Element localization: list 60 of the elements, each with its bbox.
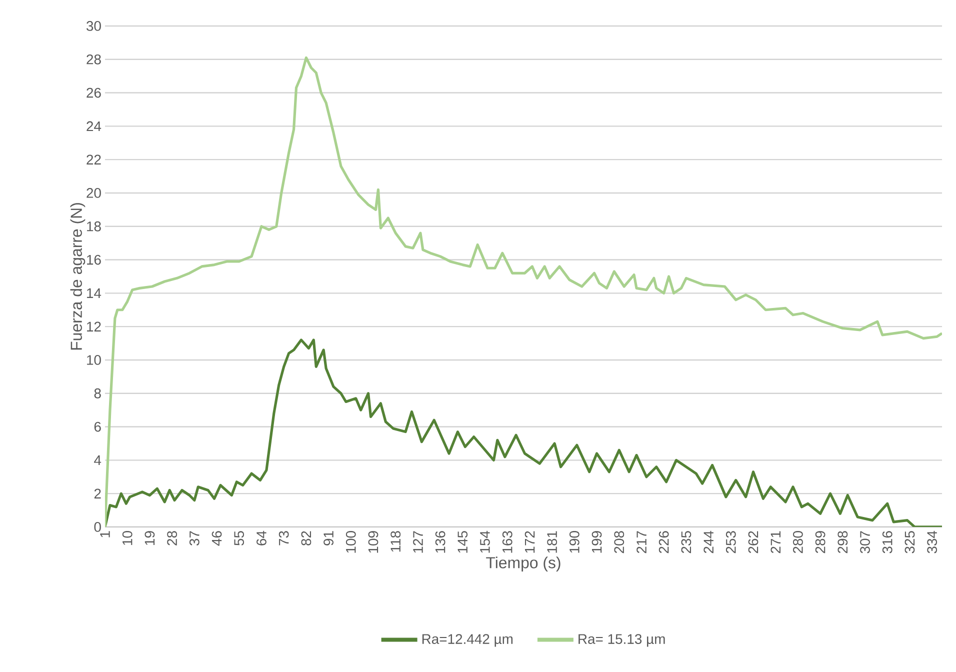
- x-tick-label: 307: [860, 531, 870, 554]
- x-tick-label: 289: [815, 531, 826, 554]
- x-tick-label: 235: [681, 531, 692, 554]
- x-tick-label: 28: [167, 531, 178, 546]
- line-series: [105, 56, 942, 527]
- x-tick-label: 154: [480, 530, 490, 553]
- line-series: [105, 338, 942, 527]
- y-tick-label: 20: [86, 188, 101, 198]
- x-tick-label: 244: [704, 530, 714, 554]
- x-tick-label: 253: [726, 531, 736, 554]
- x-tick-label: 10: [122, 531, 132, 545]
- y-tick-label: 24: [86, 121, 102, 132]
- x-tick-label: 199: [592, 531, 602, 553]
- x-tick-label: 127: [413, 531, 423, 553]
- x-tick-label: 19: [144, 531, 155, 545]
- x-tick-label: 316: [882, 531, 892, 554]
- y-tick-label: 30: [86, 21, 101, 31]
- y-tick-label: 4: [94, 455, 102, 465]
- y-tick-label: 14: [87, 288, 102, 298]
- y-tick-label: 8: [94, 388, 101, 398]
- x-tick-label: 82: [301, 531, 312, 546]
- x-tick-label: 55: [234, 531, 244, 546]
- legend-label: Ra=12.442 µm: [422, 634, 513, 647]
- y-tick-label: 0: [94, 522, 101, 532]
- x-tick-label: 334: [927, 530, 938, 554]
- x-tick-label: 262: [748, 531, 758, 554]
- x-tick-label: 190: [569, 531, 580, 553]
- x-tick-label: 37: [189, 531, 200, 546]
- x-tick-label: 298: [838, 531, 848, 554]
- x-tick-label: 91: [324, 531, 334, 546]
- y-axis-title: Fuerza de agarre (N): [70, 203, 86, 350]
- y-tick-label: 18: [87, 221, 101, 232]
- x-tick-label: 325: [904, 531, 915, 554]
- x-tick-label: 136: [435, 531, 446, 553]
- x-tick-label: 46: [212, 531, 222, 546]
- y-tick-label: 10: [87, 355, 101, 365]
- x-tick-label: 73: [278, 531, 289, 546]
- x-tick-label: 280: [793, 531, 803, 554]
- y-tick-label: 22: [86, 154, 101, 164]
- y-tick-label: 2: [94, 488, 101, 498]
- x-tick-label: 208: [614, 531, 624, 554]
- legend-label: Ra= 15.13 µm: [578, 634, 665, 647]
- y-tick-label: 26: [86, 88, 101, 98]
- y-tick-label: 6: [94, 422, 101, 432]
- x-tick-label: 100: [346, 531, 356, 553]
- x-tick-label: 172: [524, 531, 535, 553]
- x-tick-label: 217: [636, 531, 646, 554]
- y-tick-label: 16: [87, 254, 101, 265]
- x-axis-title: Tiempo (s): [486, 556, 560, 572]
- x-tick-label: 118: [390, 531, 401, 552]
- y-tick-label: 28: [86, 54, 101, 64]
- x-tick-label: 226: [658, 531, 669, 554]
- x-tick-label: 109: [368, 531, 378, 553]
- x-tick-label: 145: [458, 531, 468, 553]
- x-tick-label: 181: [547, 531, 558, 553]
- x-tick-label: 163: [502, 531, 512, 553]
- y-tick-label: 12: [87, 322, 101, 332]
- x-tick-label: 271: [770, 531, 780, 554]
- x-tick-label: 64: [256, 530, 266, 546]
- x-tick-label: 1: [100, 531, 110, 538]
